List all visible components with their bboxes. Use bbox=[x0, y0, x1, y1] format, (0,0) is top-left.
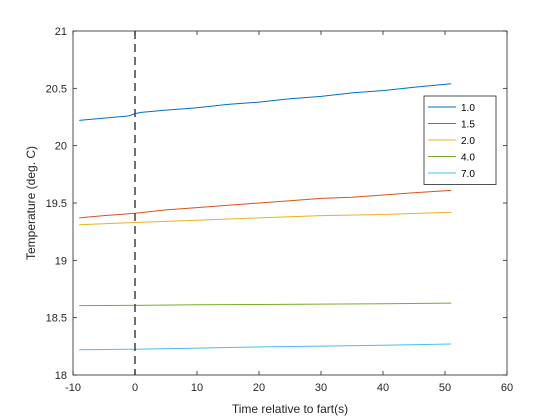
y-tick-label: 20.5 bbox=[46, 83, 67, 95]
plot-area bbox=[73, 31, 507, 375]
x-tick-label: 50 bbox=[439, 382, 451, 394]
x-tick-label: 10 bbox=[191, 382, 203, 394]
x-tick-label: 40 bbox=[377, 382, 389, 394]
series-line-2 bbox=[79, 211, 452, 226]
x-tick-label: 0 bbox=[132, 382, 138, 394]
ticks-layer: -10 0 10 20 30 40 50 60 18 18.5 19 19.5 20 20.5 21 bbox=[46, 26, 514, 394]
x-tick-label: 30 bbox=[315, 382, 327, 394]
x-tick-label: 60 bbox=[501, 382, 513, 394]
y-tick-label: 19.5 bbox=[46, 198, 67, 210]
legend-label-1: 1.5 bbox=[461, 120, 475, 131]
series-line-0 bbox=[79, 83, 452, 121]
y-tick-label: 18.5 bbox=[46, 313, 67, 325]
y-tick-label: 20 bbox=[55, 141, 67, 153]
legend: 1.0 1.5 2.0 4.0 7.0 bbox=[423, 95, 497, 185]
legend-label-2: 2.0 bbox=[461, 136, 475, 147]
legend-label-3: 4.0 bbox=[461, 153, 475, 164]
y-tick-label: 18 bbox=[55, 370, 67, 382]
y-tick-label: 21 bbox=[55, 26, 67, 38]
x-tick-label: -10 bbox=[65, 382, 81, 394]
legend-label-4: 7.0 bbox=[461, 169, 475, 180]
x-axis-label: Time relative to fart(s) bbox=[232, 402, 348, 416]
y-tick-label: 19 bbox=[55, 255, 67, 267]
x-tick-label: 20 bbox=[253, 382, 265, 394]
legend-label-0: 1.0 bbox=[461, 103, 475, 114]
y-axis-label: Temperature (deg. C) bbox=[24, 146, 38, 260]
